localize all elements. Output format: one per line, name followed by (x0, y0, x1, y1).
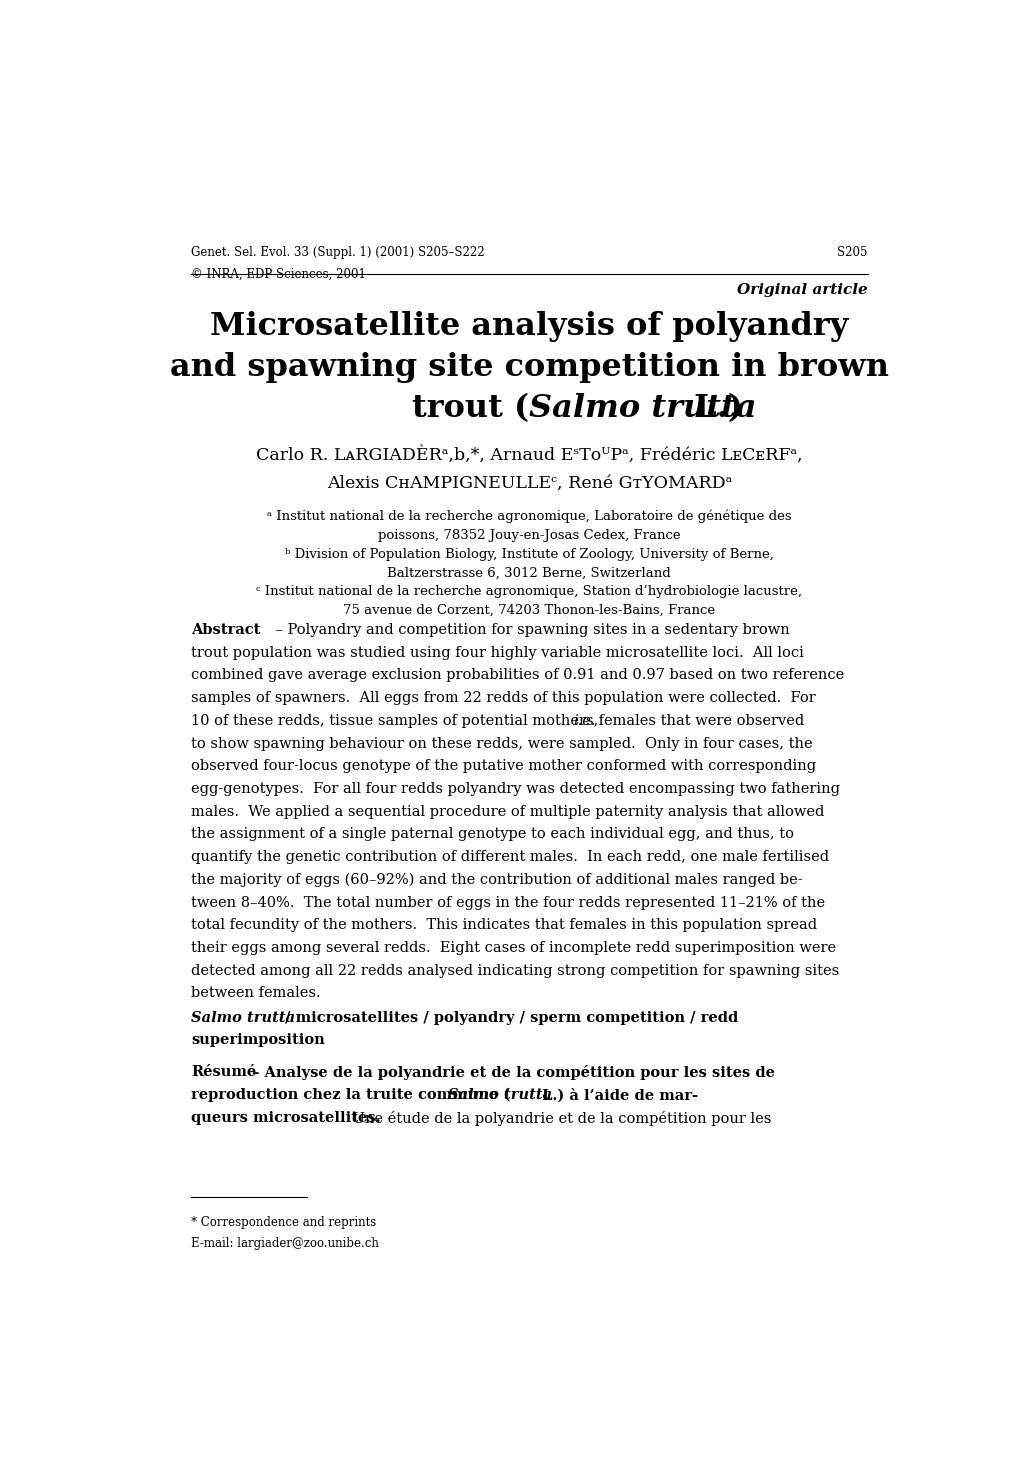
Text: superimposition: superimposition (191, 1034, 324, 1047)
Text: Résumé: Résumé (191, 1065, 256, 1080)
Text: egg-genotypes.  For all four redds polyandry was detected encompassing two fathe: egg-genotypes. For all four redds polyan… (191, 782, 840, 796)
Text: females that were observed: females that were observed (593, 713, 803, 728)
Text: i.e.: i.e. (573, 713, 595, 728)
Text: – Polyandry and competition for spawning sites in a sedentary brown: – Polyandry and competition for spawning… (271, 623, 789, 638)
Text: Alexis CʜAMPIGNEULLEᶜ, René GᴛYOMARDᵃ: Alexis CʜAMPIGNEULLEᶜ, René GᴛYOMARDᵃ (326, 475, 732, 491)
Text: © INRA, EDP Sciences, 2001: © INRA, EDP Sciences, 2001 (191, 268, 366, 282)
Text: Original article: Original article (736, 283, 867, 298)
Text: ᶜ Institut national de la recherche agronomique, Station d’hydrobiologie lacustr: ᶜ Institut national de la recherche agro… (256, 586, 802, 598)
Text: / microsatellites / polyandry / sperm competition / redd: / microsatellites / polyandry / sperm co… (280, 1011, 738, 1025)
Text: quantify the genetic contribution of different males.  In each redd, one male fe: quantify the genetic contribution of dif… (191, 850, 828, 865)
Text: queurs microsatellites.: queurs microsatellites. (191, 1111, 380, 1124)
Text: – Analyse de la polyandrie et de la compétition pour les sites de: – Analyse de la polyandrie et de la comp… (247, 1065, 774, 1081)
Text: Salmo trutta: Salmo trutta (448, 1089, 552, 1102)
Text: 10 of these redds, tissue samples of potential mothers,: 10 of these redds, tissue samples of pot… (191, 713, 602, 728)
Text: tween 8–40%.  The total number of eggs in the four redds represented 11–21% of t: tween 8–40%. The total number of eggs in… (191, 896, 824, 909)
Text: Abstract: Abstract (191, 623, 260, 638)
Text: trout (: trout ( (412, 393, 529, 424)
Text: L.): L.) (682, 393, 742, 424)
Text: Genet. Sel. Evol. 33 (Suppl. 1) (2001) S205–S222: Genet. Sel. Evol. 33 (Suppl. 1) (2001) S… (191, 246, 484, 258)
Text: Une étude de la polyandrie et de la compétition pour les: Une étude de la polyandrie et de la comp… (348, 1111, 771, 1126)
Text: total fecundity of the mothers.  This indicates that females in this population : total fecundity of the mothers. This ind… (191, 918, 816, 933)
Text: their eggs among several redds.  Eight cases of incomplete redd superimposition : their eggs among several redds. Eight ca… (191, 942, 836, 955)
Text: the assignment of a single paternal genotype to each individual egg, and thus, t: the assignment of a single paternal geno… (191, 828, 793, 841)
Text: males.  We applied a sequential procedure of multiple paternity analysis that al: males. We applied a sequential procedure… (191, 805, 823, 819)
Text: samples of spawners.  All eggs from 22 redds of this population were collected. : samples of spawners. All eggs from 22 re… (191, 691, 815, 704)
Text: Microsatellite analysis of polyandry: Microsatellite analysis of polyandry (210, 311, 848, 343)
Text: E-mail: largiader@zoo.unibe.ch: E-mail: largiader@zoo.unibe.ch (191, 1237, 378, 1250)
Text: the majority of eggs (60–92%) and the contribution of additional males ranged be: the majority of eggs (60–92%) and the co… (191, 873, 802, 887)
Text: trout population was studied using four highly variable microsatellite loci.  Al: trout population was studied using four … (191, 645, 803, 660)
Text: Baltzerstrasse 6, 3012 Berne, Switzerland: Baltzerstrasse 6, 3012 Berne, Switzerlan… (387, 567, 671, 580)
Text: reproduction chez la truite commune (: reproduction chez la truite commune ( (191, 1089, 510, 1102)
Text: Salmo trutta: Salmo trutta (191, 1011, 294, 1025)
Text: between females.: between females. (191, 986, 320, 1001)
Text: S205: S205 (837, 246, 867, 258)
Text: ᵇ Division of Population Biology, Institute of Zoology, University of Berne,: ᵇ Division of Population Biology, Instit… (284, 547, 773, 561)
Text: to show spawning behaviour on these redds, were sampled.  Only in four cases, th: to show spawning behaviour on these redd… (191, 737, 812, 750)
Text: and spawning site competition in brown: and spawning site competition in brown (170, 351, 888, 383)
Text: poissons, 78352 Jouy-en-Josas Cedex, France: poissons, 78352 Jouy-en-Josas Cedex, Fra… (378, 529, 680, 541)
Text: Salmo trutta: Salmo trutta (529, 393, 756, 424)
Text: observed four-locus genotype of the putative mother conformed with corresponding: observed four-locus genotype of the puta… (191, 759, 815, 773)
Text: combined gave average exclusion probabilities of 0.91 and 0.97 based on two refe: combined gave average exclusion probabil… (191, 669, 844, 682)
Text: Carlo R. LᴀRGIADÈRᵃ,b,*, Arnaud EˢTᴏᵁPᵃ, Frédéric LᴇCᴇRFᵃ,: Carlo R. LᴀRGIADÈRᵃ,b,*, Arnaud EˢTᴏᵁPᵃ,… (256, 446, 802, 464)
Text: detected among all 22 redds analysed indicating strong competition for spawning : detected among all 22 redds analysed ind… (191, 964, 839, 977)
Text: L.) à l’aide de mar-: L.) à l’aide de mar- (537, 1089, 698, 1102)
Text: ᵃ Institut national de la recherche agronomique, Laboratoire de génétique des: ᵃ Institut national de la recherche agro… (267, 510, 791, 523)
Text: 75 avenue de Corzent, 74203 Thonon-les-Bains, France: 75 avenue de Corzent, 74203 Thonon-les-B… (343, 604, 714, 617)
Text: * Correspondence and reprints: * Correspondence and reprints (191, 1216, 376, 1229)
